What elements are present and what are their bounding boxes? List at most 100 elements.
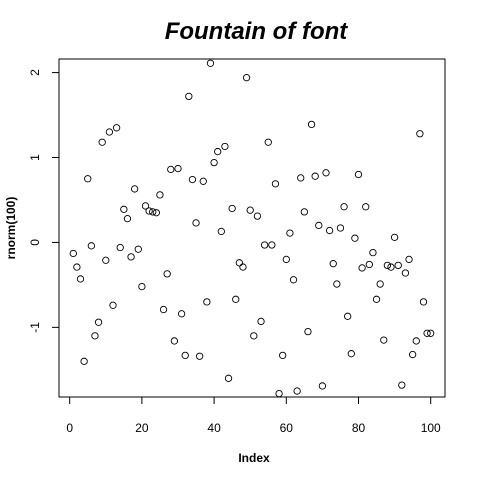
data-point: [134, 245, 142, 253]
data-point: [167, 165, 175, 174]
data-point: [268, 241, 276, 249]
data-point: [347, 350, 355, 358]
data-point: [181, 351, 189, 360]
data-point: [311, 172, 319, 180]
data-point: [369, 248, 377, 257]
data-point: [163, 270, 171, 278]
data-point: [141, 202, 150, 210]
data-point: [127, 253, 135, 261]
data-point: [228, 204, 236, 213]
data-point: [116, 243, 124, 252]
data-point: [105, 128, 114, 136]
data-point: [383, 261, 392, 270]
data-point: [76, 275, 85, 283]
data-point: [289, 276, 298, 284]
data-point: [409, 350, 417, 359]
data-point: [253, 212, 262, 220]
data-point: [398, 381, 406, 389]
data-point: [351, 234, 359, 242]
data-point: [250, 332, 258, 340]
data-point: [152, 209, 160, 217]
data-point: [293, 387, 301, 395]
data-point: [329, 260, 337, 268]
data-point: [156, 191, 164, 199]
data-point: [405, 255, 413, 264]
data-point: [221, 142, 229, 151]
x-tick-label: 20: [135, 421, 149, 435]
data-point: [376, 280, 384, 288]
data-point: [87, 242, 95, 250]
x-axis-label: Index: [238, 451, 270, 465]
data-point: [199, 177, 207, 185]
x-tick-label: 40: [207, 421, 221, 435]
data-point: [138, 282, 146, 291]
data-point: [423, 329, 431, 337]
data-point: [419, 298, 428, 306]
data-point: [177, 310, 186, 318]
data-point: [188, 175, 197, 184]
data-point: [246, 206, 254, 214]
data-point: [336, 224, 345, 232]
data-point: [235, 259, 244, 267]
data-point: [145, 207, 153, 215]
data-point: [80, 357, 88, 365]
data-point: [416, 130, 424, 138]
data-point: [112, 124, 121, 132]
y-tick-label: -1: [28, 322, 42, 333]
data-point: [271, 180, 280, 188]
data-point: [340, 203, 348, 211]
data-point: [275, 389, 283, 398]
data-point: [170, 337, 179, 345]
data-point: [149, 208, 157, 216]
x-tick-label: 80: [352, 421, 366, 435]
x-tick-label: 60: [280, 421, 294, 435]
data-point: [192, 219, 200, 227]
data-point: [210, 158, 218, 167]
data-point: [214, 147, 222, 156]
data-point: [304, 327, 312, 336]
data-point: [109, 301, 117, 309]
data-point: [159, 305, 168, 314]
data-point: [196, 352, 204, 360]
data-points: [69, 59, 435, 398]
data-point: [69, 249, 77, 258]
data-point: [354, 170, 363, 179]
data-point: [358, 264, 366, 272]
x-tick-label: 0: [66, 421, 73, 435]
data-point: [297, 174, 305, 182]
data-point: [123, 215, 132, 223]
data-point: [279, 351, 287, 360]
data-point: [224, 374, 233, 382]
data-point: [427, 329, 435, 337]
data-point: [300, 208, 308, 216]
x-axis: 0 20 40 60 80 100: [66, 396, 441, 435]
data-point: [282, 255, 290, 264]
data-point: [98, 138, 106, 146]
data-point: [401, 269, 410, 277]
y-axis: -1 0 1 2: [28, 69, 60, 333]
data-point: [239, 263, 247, 271]
data-point: [102, 256, 110, 264]
data-point: [206, 59, 215, 67]
data-point: [242, 74, 251, 82]
data-point: [325, 226, 334, 235]
data-point: [232, 295, 240, 303]
data-point: [387, 263, 395, 271]
data-point: [94, 318, 103, 326]
y-tick-label: 2: [28, 69, 42, 76]
data-point: [390, 233, 399, 241]
y-axis-label: rnorm(100): [4, 197, 18, 260]
y-tick-label: 1: [28, 154, 42, 161]
data-point: [131, 185, 139, 193]
data-point: [372, 295, 381, 303]
data-point: [73, 263, 81, 271]
data-point: [394, 261, 402, 270]
data-point: [286, 229, 294, 237]
data-point: [315, 221, 323, 230]
data-point: [217, 227, 225, 236]
y-tick-label: 0: [28, 239, 42, 246]
data-point: [260, 241, 269, 249]
data-point: [174, 164, 182, 173]
data-point: [322, 169, 330, 177]
